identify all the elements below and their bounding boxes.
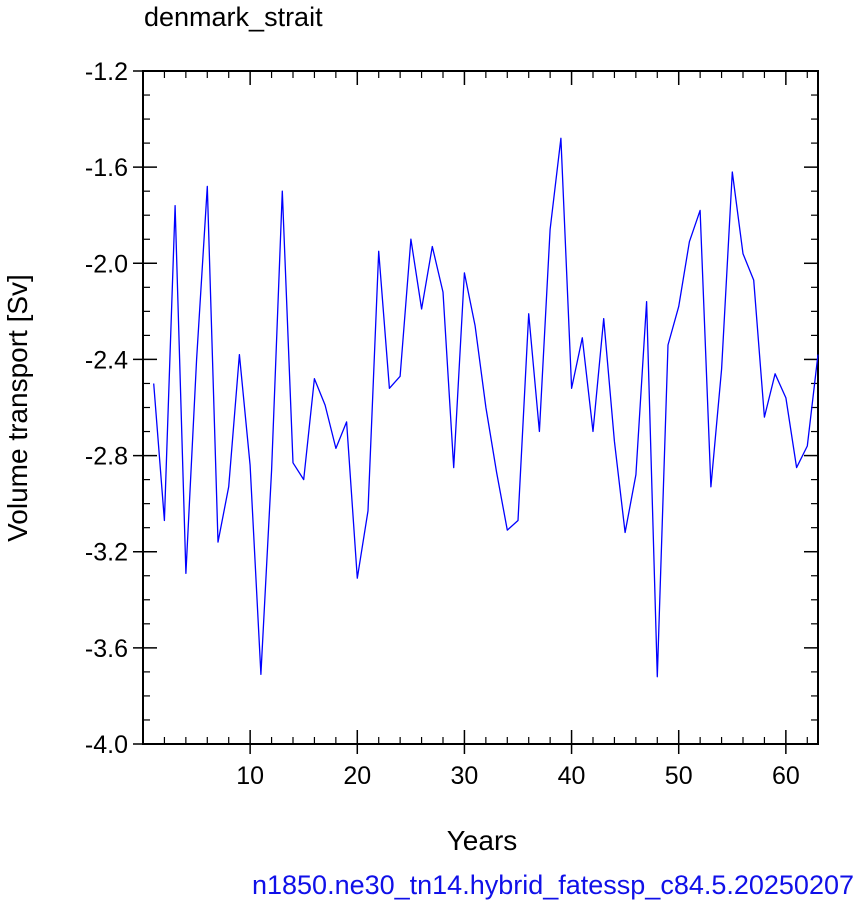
y-tick-label: -1.6 — [85, 154, 128, 182]
data-point — [795, 466, 797, 468]
x-axis-label: Years — [447, 825, 518, 856]
x-tick-label: 20 — [343, 762, 371, 790]
data-point — [635, 474, 637, 476]
data-point — [174, 204, 176, 206]
data-point — [699, 209, 701, 211]
data-point — [731, 171, 733, 173]
data-point — [388, 387, 390, 389]
x-tick-labels: 10 20 30 40 50 60 — [236, 762, 800, 790]
data-point — [817, 353, 819, 355]
data-point — [613, 440, 615, 442]
plot-frame — [142, 70, 819, 745]
data-point — [153, 382, 155, 384]
data-point — [463, 272, 465, 274]
data-point — [806, 445, 808, 447]
data-point — [260, 673, 262, 675]
major-ticks — [133, 70, 818, 754]
data-point — [195, 358, 197, 360]
y-tick-label: -1.2 — [85, 58, 128, 86]
data-point — [335, 447, 337, 449]
x-tick-label: 50 — [665, 762, 693, 790]
data-point — [624, 531, 626, 533]
x-tick-label: 40 — [558, 762, 586, 790]
y-tick-label: -2.4 — [85, 346, 128, 374]
run-caption: n1850.ne30_tn14.hybrid_fatessp_c84.5.202… — [251, 870, 854, 900]
y-tick-label: -2.0 — [85, 250, 128, 278]
data-point — [495, 471, 497, 473]
data-point — [474, 325, 476, 327]
data-point — [270, 469, 272, 471]
x-tick-label: 10 — [236, 762, 264, 790]
data-point — [517, 519, 519, 521]
data-point — [431, 245, 433, 247]
data-point — [485, 406, 487, 408]
y-tick-label: -2.8 — [85, 443, 128, 471]
data-point — [506, 529, 508, 531]
data-point — [560, 137, 562, 139]
data-point — [549, 228, 551, 230]
data-point — [313, 378, 315, 380]
data-point — [656, 676, 658, 678]
data-point — [345, 421, 347, 423]
data-point — [228, 486, 230, 488]
data-point — [720, 368, 722, 370]
data-point — [528, 313, 530, 315]
data-point — [570, 387, 572, 389]
data-point — [420, 308, 422, 310]
data-point — [410, 238, 412, 240]
data-point — [742, 253, 744, 255]
chart-title: denmark_strait — [144, 2, 323, 32]
data-point — [238, 353, 240, 355]
data-point — [453, 466, 455, 468]
y-tick-label: -4.0 — [85, 731, 128, 759]
data-point — [281, 190, 283, 192]
data-points — [153, 137, 820, 678]
y-tick-label: -3.2 — [85, 539, 128, 567]
data-point — [592, 430, 594, 432]
x-tick-label: 30 — [451, 762, 479, 790]
y-tick-label: -3.6 — [85, 635, 128, 663]
data-point — [538, 430, 540, 432]
data-point — [378, 250, 380, 252]
x-tick-label: 60 — [772, 762, 800, 790]
data-point — [645, 301, 647, 303]
data-point — [678, 305, 680, 307]
data-point — [292, 462, 294, 464]
data-point — [710, 486, 712, 488]
data-point — [206, 185, 208, 187]
series-line — [153, 137, 819, 678]
data-point — [581, 337, 583, 339]
data-point — [163, 519, 165, 521]
y-tick-labels: -4.0 -3.6 -3.2 -2.8 -2.4 -2.0 -1.6 -1.2 — [85, 58, 128, 759]
data-point — [185, 572, 187, 574]
data-point — [753, 279, 755, 281]
data-point — [249, 464, 251, 466]
data-point — [399, 375, 401, 377]
data-point — [667, 344, 669, 346]
minor-ticks — [143, 71, 818, 744]
data-point — [688, 241, 690, 243]
data-point — [785, 397, 787, 399]
data-point — [763, 416, 765, 418]
data-point — [324, 404, 326, 406]
data-point — [303, 478, 305, 480]
data-point — [603, 317, 605, 319]
data-point — [442, 291, 444, 293]
data-point — [356, 577, 358, 579]
data-point — [217, 541, 219, 543]
data-point — [367, 510, 369, 512]
y-axis-label: Volume transport [Sv] — [2, 274, 33, 542]
data-point — [774, 373, 776, 375]
